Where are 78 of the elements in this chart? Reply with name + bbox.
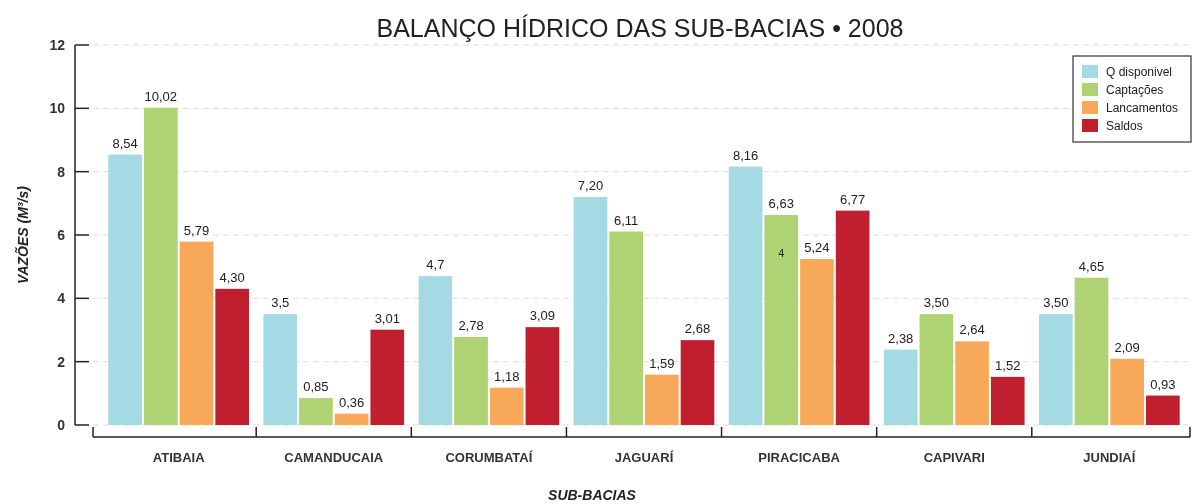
chart-title: BALANÇO HÍDRICO DAS SUB-BACIAS • 2008 — [376, 14, 904, 42]
bar — [1074, 277, 1109, 425]
data-label: 0,36 — [338, 394, 365, 410]
bar — [645, 374, 679, 425]
bar — [573, 197, 608, 425]
bar — [990, 376, 1025, 425]
y-axis-title: VAZÕES (M³/s) — [14, 185, 31, 284]
bar — [263, 314, 298, 425]
data-label: 6,11 — [613, 212, 639, 228]
data-label: 0,85 — [303, 379, 329, 395]
data-label: 2,78 — [458, 317, 484, 333]
bar — [1038, 314, 1073, 425]
data-label: 4,30 — [219, 269, 245, 285]
bar — [108, 154, 142, 425]
data-label: 1,52 — [995, 357, 1021, 373]
bar — [179, 241, 214, 425]
x-tick-label: PIRACICABA — [758, 450, 841, 465]
bar — [764, 215, 799, 425]
y-tick-label: 12 — [49, 36, 66, 53]
x-tick-label: CAMANDUCAIA — [284, 450, 384, 465]
data-label: 4,7 — [426, 257, 445, 273]
bar — [800, 259, 834, 425]
data-label: 3,50 — [1043, 295, 1069, 311]
data-label: 4,65 — [1078, 258, 1105, 274]
y-tick-label: 2 — [57, 353, 66, 370]
bar — [489, 387, 524, 425]
data-label: 1,59 — [649, 355, 675, 371]
data-label: 0,93 — [1150, 376, 1176, 392]
data-label: 5,79 — [183, 222, 210, 238]
y-tick-label: 10 — [49, 100, 66, 117]
y-tick-label: 4 — [57, 290, 66, 307]
bar — [1146, 395, 1180, 425]
bar — [1110, 358, 1145, 425]
data-label: 6,77 — [839, 191, 866, 207]
data-label: 10,02 — [144, 88, 178, 104]
data-label: 2,38 — [888, 330, 914, 346]
bar — [728, 166, 763, 425]
legend-label: Saldos — [1106, 119, 1143, 134]
bar — [299, 398, 333, 425]
x-axis-title: SUB-BACIAS — [548, 487, 637, 503]
data-label: 3,09 — [529, 308, 556, 324]
bar — [680, 340, 715, 425]
data-label: 2,64 — [959, 322, 985, 338]
bar — [835, 210, 870, 425]
x-tick-label: JUNDIAÍ — [1083, 450, 1136, 465]
bar — [454, 336, 488, 425]
x-tick-label: JAGUARÍ — [614, 450, 674, 465]
bar — [334, 413, 369, 425]
y-tick-label: 0 — [57, 416, 66, 433]
bar — [955, 341, 989, 425]
annotation: 4 — [778, 247, 785, 260]
data-label: 8,16 — [732, 147, 759, 163]
x-tick-label: CORUMBATAÍ — [445, 450, 533, 465]
y-tick-label: 6 — [57, 226, 66, 243]
y-tick-label: 8 — [57, 163, 66, 180]
data-label: 5,24 — [804, 240, 830, 256]
bar — [215, 288, 250, 425]
legend-label: Lancamentos — [1106, 101, 1179, 116]
bar — [883, 349, 918, 425]
bar — [143, 107, 178, 425]
data-label: 3,5 — [271, 295, 290, 311]
data-label: 1,18 — [494, 368, 520, 384]
data-label: 7,20 — [577, 178, 604, 193]
bar — [609, 231, 643, 425]
bar — [525, 327, 560, 425]
data-label: 2,09 — [1114, 339, 1140, 355]
data-label: 3,01 — [374, 310, 400, 326]
legend-label: Captações — [1106, 83, 1164, 98]
bar — [919, 314, 954, 425]
data-label: 3,50 — [923, 295, 950, 311]
x-tick-label: CAPIVARI — [923, 450, 985, 465]
x-tick-label: ATIBAIA — [152, 450, 206, 465]
data-label: 6,63 — [768, 196, 794, 212]
bar — [370, 329, 405, 425]
data-label: 2,68 — [684, 321, 711, 337]
bar — [418, 276, 453, 425]
legend-label: Q disponivel — [1106, 65, 1173, 80]
data-label: 8,54 — [112, 135, 138, 151]
